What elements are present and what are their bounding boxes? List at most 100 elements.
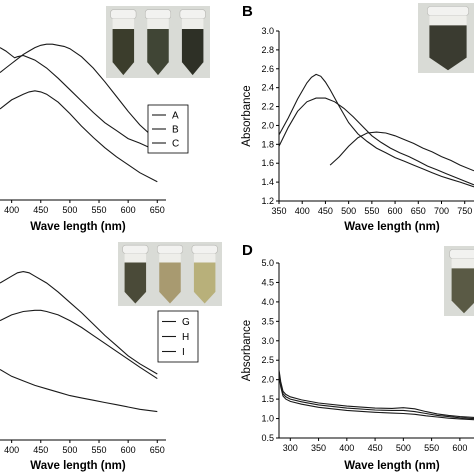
- panel-d-series-3-line: [279, 373, 474, 421]
- panel-d-x-axis-label: Wave length (nm): [344, 460, 440, 472]
- panel-d-y-tick-label: 1.5: [261, 394, 274, 404]
- panel-a-series-2-line: [0, 47, 158, 152]
- panel-b-inset-photo: [418, 3, 474, 73]
- panel-d-x-tick-label: 500: [396, 443, 411, 453]
- panel-b-y-tick-label: 2.2: [261, 102, 274, 112]
- panel-b-letter: B: [242, 3, 253, 20]
- panel-b-y-tick-label: 1.6: [261, 158, 274, 168]
- panel-b-y-tick-label: 1.4: [261, 177, 274, 187]
- panel-d-y-tick-label: 0.5: [261, 433, 274, 443]
- tube-top: [159, 253, 181, 263]
- panel-a-series-1-line: [0, 43, 158, 142]
- panel-a-x-tick-label: 550: [92, 205, 107, 215]
- tube-cap: [179, 9, 206, 20]
- panel-d-x-tick-label: 400: [339, 443, 354, 453]
- panel-c-legend-label: G: [182, 317, 190, 328]
- tube-top: [147, 18, 169, 30]
- panel-b-x-tick-label: 500: [341, 206, 356, 216]
- panel-d-y-tick-label: 4.0: [261, 297, 274, 307]
- panel-b-x-tick-label: 700: [434, 206, 449, 216]
- panel-d-x-tick-label: 300: [283, 443, 298, 453]
- panel-b-y-tick-label: 2.0: [261, 120, 274, 130]
- panel-d-y-axis-label: Absorbance: [241, 320, 253, 381]
- panel-d-series-1-line: [279, 369, 474, 418]
- panel-b-y-tick-label: 2.6: [261, 64, 274, 74]
- panel-c-x-tick-label: 500: [62, 445, 77, 455]
- panel-c-series-2-line: [0, 309, 158, 380]
- panel-d-y-tick-label: 2.0: [261, 375, 274, 385]
- panel-b-y-tick-label: 1.8: [261, 139, 274, 149]
- panel-b-series-3-line: [329, 131, 474, 172]
- panel-a-legend-label: C: [172, 139, 179, 150]
- panel-c-legend-label: I: [182, 347, 185, 358]
- panel-b-chart: B 350 400 450 500 550 600 650 700 750 1.2 1.4 1.6 1.…: [241, 3, 474, 233]
- tube-top: [181, 18, 204, 30]
- panel-c-x-tick-label: 450: [33, 445, 48, 455]
- panel-d-letter: D: [242, 242, 253, 259]
- panel-b-x-axis-label: Wave length (nm): [344, 221, 440, 233]
- panel-d-y-tick-label: 2.5: [261, 355, 274, 365]
- tube-top: [193, 253, 216, 263]
- panel-b-x-tick-label: 750: [457, 206, 472, 216]
- tube-liquid: [451, 268, 474, 314]
- tube-liquid: [147, 29, 169, 76]
- tube-top: [112, 18, 135, 30]
- panel-b-y-tick-label: 2.4: [261, 83, 274, 93]
- panel-c-legend: GHI: [157, 310, 199, 363]
- panel-a-x-tick-label: 400: [4, 205, 19, 215]
- tube-liquid: [193, 262, 216, 304]
- tube-liquid: [159, 262, 181, 304]
- panel-c-chart: 400 450 500 550 600 650 Wave length (nm) GHI: [0, 242, 222, 472]
- panel-b-y-axis-label: Absorbance: [241, 85, 253, 146]
- panel-d-x-tick-label: 550: [424, 443, 439, 453]
- panel-a-x-tick-label: 600: [121, 205, 136, 215]
- tube-cap: [144, 9, 172, 20]
- panel-a-x-tick-label: 500: [62, 205, 77, 215]
- panel-b-y-tick-label: 1.2: [261, 196, 274, 206]
- panel-b-y-tick-label: 2.8: [261, 45, 274, 55]
- panel-a-x-tick-label: 650: [150, 205, 165, 215]
- tube-cap: [110, 9, 137, 20]
- panel-c-x-tick-label: 400: [4, 445, 19, 455]
- panel-d-x-tick-label: 450: [368, 443, 383, 453]
- tube-top: [451, 258, 474, 269]
- panel-a-series-3-line: [0, 90, 158, 183]
- panel-d-chart: D 300 350 400 450 500 550 600 0.5 1.0 1.5 2.0 2.5 3.…: [241, 242, 474, 472]
- panel-c-x-tick-label: 650: [150, 445, 165, 455]
- tube-liquid: [429, 25, 467, 71]
- panel-c-x-axis-label: Wave length (nm): [30, 460, 126, 472]
- panel-b-x-tick-label: 450: [318, 206, 333, 216]
- tube-cap: [427, 6, 469, 16]
- panel-c-legend-label: H: [182, 332, 189, 343]
- tube-top: [429, 15, 467, 26]
- panel-c-inset-photo: [118, 242, 222, 306]
- panel-d-series-2-line: [279, 371, 474, 420]
- panel-d-y-tick-label: 4.5: [261, 277, 274, 287]
- tube-cap: [122, 244, 149, 254]
- panel-b-x-tick-label: 350: [271, 206, 286, 216]
- panel-b-series-1-line: [279, 73, 474, 188]
- panel-a-chart: 400 450 500 550 600 650 Wave length (nm) ABC: [0, 6, 210, 233]
- tube-cap: [449, 249, 474, 259]
- tube-liquid: [181, 29, 204, 76]
- panel-c-x-tick-label: 600: [121, 445, 136, 455]
- tube-cap: [191, 244, 218, 254]
- panel-d-inset-photo: [444, 246, 474, 316]
- panel-b-series-2-line: [279, 97, 474, 186]
- panel-d-y-tick-label: 5.0: [261, 258, 274, 268]
- tube-cap: [156, 244, 184, 254]
- panel-d-x-tick-label: 350: [311, 443, 326, 453]
- panel-b-x-tick-label: 400: [295, 206, 310, 216]
- panel-a-legend: ABC: [147, 104, 189, 154]
- panel-b-y-tick-label: 3.0: [261, 26, 274, 36]
- panel-a-x-axis-label: Wave length (nm): [30, 221, 126, 233]
- panel-a-inset-photo: [106, 6, 210, 78]
- panel-b-x-tick-label: 650: [411, 206, 426, 216]
- panel-d-y-tick-label: 3.0: [261, 336, 274, 346]
- panel-b-x-tick-label: 550: [364, 206, 379, 216]
- panel-a-legend-label: A: [172, 111, 179, 122]
- panel-d-x-tick-label: 600: [452, 443, 467, 453]
- panel-c-series-3-line: [0, 369, 158, 413]
- panel-b-x-tick-label: 600: [388, 206, 403, 216]
- panel-c-x-tick-label: 550: [92, 445, 107, 455]
